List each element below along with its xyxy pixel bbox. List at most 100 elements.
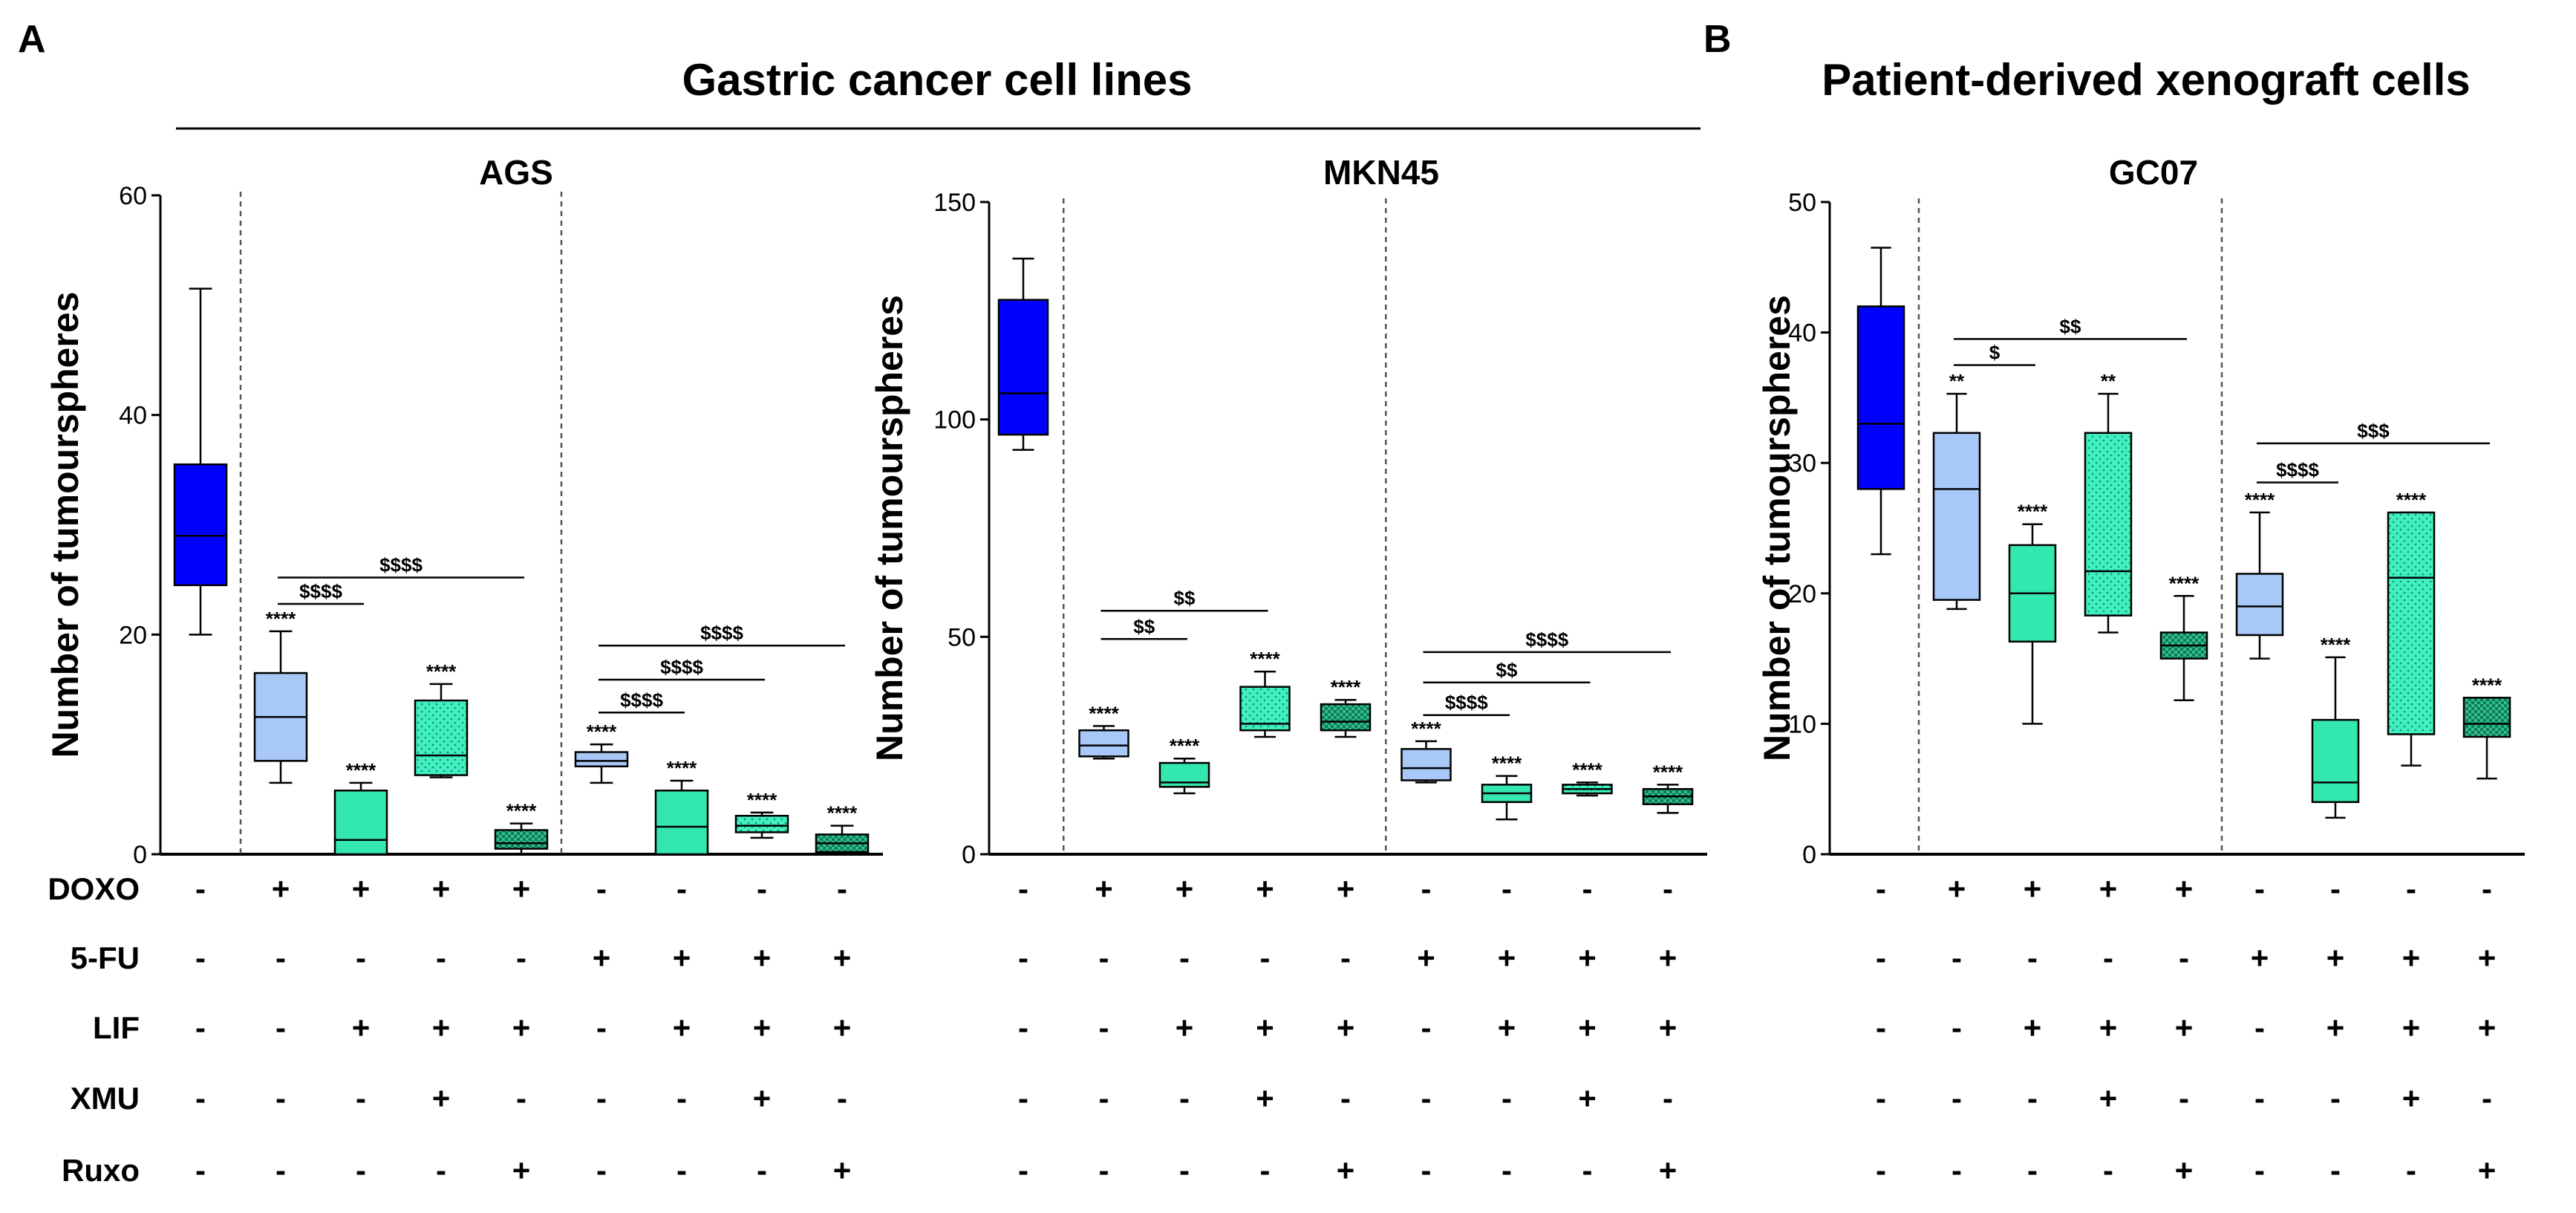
condition-symbol: - <box>356 1153 366 1188</box>
significance-stars: **** <box>747 789 777 811</box>
comparison-label: $$$$ <box>2276 459 2319 481</box>
condition-symbol: + <box>432 1010 451 1045</box>
significance-stars: **** <box>2169 572 2200 594</box>
y-tick-label: 60 <box>119 182 147 210</box>
significance-stars: **** <box>2396 489 2427 511</box>
condition-symbol: - <box>436 1153 446 1188</box>
box-body <box>1856 305 1905 490</box>
y-axis-label: Number of tumourspheres <box>45 292 86 758</box>
box-3: **** <box>1158 735 1210 795</box>
condition-symbol: - <box>596 1081 607 1116</box>
condition-symbol: + <box>1337 1153 1355 1188</box>
box-2: ** <box>1932 370 1981 611</box>
condition-symbol: + <box>1417 940 1435 975</box>
significance-stars: **** <box>1250 648 1280 670</box>
condition-symbol: - <box>1018 1153 1028 1188</box>
y-tick-label: 0 <box>133 841 147 869</box>
chart-title: AGS <box>479 153 553 192</box>
box-9: **** <box>2462 674 2511 780</box>
box-body <box>173 463 228 587</box>
box-1 <box>997 257 1049 451</box>
condition-symbol: - <box>596 1010 607 1045</box>
condition-symbol: + <box>2099 1010 2118 1045</box>
condition-symbol: + <box>2402 1010 2421 1045</box>
significance-stars: **** <box>1572 758 1602 781</box>
condition-symbol: - <box>275 1010 286 1045</box>
condition-symbol: + <box>2478 940 2497 975</box>
condition-symbol: + <box>673 940 691 975</box>
condition-symbol: - <box>676 1081 687 1116</box>
significance-stars: **** <box>1089 702 1119 724</box>
box-4: ** <box>2084 370 2133 634</box>
condition-symbol: - <box>2103 1153 2113 1188</box>
box-body <box>734 815 789 833</box>
box-body <box>1320 703 1372 732</box>
comparison-label: $$ <box>1496 659 1518 681</box>
condition-symbol: + <box>432 1081 451 1116</box>
condition-symbol: - <box>2406 871 2416 906</box>
condition-symbol: + <box>833 940 852 975</box>
condition-symbol: + <box>2099 1081 2118 1116</box>
condition-symbol: - <box>2027 940 2038 975</box>
significance-stars: **** <box>506 800 537 822</box>
condition-symbol: - <box>275 940 286 975</box>
condition-row-label: LIF <box>93 1010 140 1045</box>
condition-symbol: + <box>2175 1010 2194 1045</box>
y-tick-label: 0 <box>1802 841 1816 869</box>
condition-symbol: - <box>1421 1010 1432 1045</box>
y-axis-label: Number of tumourspheres <box>1756 295 1798 761</box>
condition-symbol: - <box>2330 1081 2341 1116</box>
condition-symbol: - <box>1260 1153 1271 1188</box>
box-body <box>414 699 469 776</box>
condition-symbol: - <box>1179 940 1190 975</box>
condition-symbol: + <box>512 1010 531 1045</box>
condition-symbol: + <box>1256 1081 1274 1116</box>
condition-symbol: - <box>2254 1153 2265 1188</box>
significance-stars: ** <box>1949 370 1965 392</box>
condition-symbol: - <box>356 940 366 975</box>
condition-symbol: - <box>275 1153 286 1188</box>
condition-symbol: - <box>2330 871 2341 906</box>
condition-symbol: + <box>2478 1153 2497 1188</box>
condition-symbol: - <box>1179 1081 1190 1116</box>
comparison-label: $$ <box>1133 615 1155 637</box>
condition-symbol: + <box>2175 1153 2194 1188</box>
box-body <box>494 829 549 850</box>
condition-symbol: - <box>1421 871 1432 906</box>
condition-symbol: - <box>1099 1153 1109 1188</box>
condition-symbol: + <box>1659 940 1677 975</box>
y-tick-label: 30 <box>1788 449 1816 478</box>
chart-title: MKN45 <box>1323 153 1439 192</box>
y-tick-label: 40 <box>119 402 147 430</box>
condition-symbol: - <box>2103 940 2113 975</box>
comparison-label: $$ <box>2060 315 2081 337</box>
condition-symbol: - <box>195 1153 206 1188</box>
condition-symbol: - <box>1951 1010 1962 1045</box>
condition-symbol: + <box>593 940 611 975</box>
condition-symbol: - <box>1018 871 1028 906</box>
significance-stars: ** <box>2101 370 2116 392</box>
condition-symbol: + <box>2024 871 2042 906</box>
condition-symbol: - <box>2482 871 2492 906</box>
condition-symbol: - <box>676 1153 687 1188</box>
panel-b-title: Patient-derived xenograft cells <box>1822 55 2471 105</box>
condition-symbol: + <box>352 871 371 906</box>
condition-symbol: - <box>1099 1081 1109 1116</box>
condition-symbol: + <box>1256 871 1274 906</box>
condition-symbol: - <box>1663 871 1673 906</box>
condition-symbol: + <box>2175 871 2194 906</box>
condition-symbol: - <box>1663 1081 1673 1116</box>
comparison-label: $$$$ <box>299 580 342 602</box>
condition-symbol: - <box>1018 1081 1028 1116</box>
chart-gc07: GC07 Number of tumourspheres 0 10 20 30 40 50 **… <box>1756 153 2525 869</box>
condition-symbol: - <box>2254 1010 2265 1045</box>
condition-symbol: - <box>1099 940 1109 975</box>
box-7: **** <box>654 757 709 856</box>
condition-symbol: + <box>2099 871 2118 906</box>
condition-symbol: - <box>1876 1153 1886 1188</box>
significance-stars: **** <box>2472 674 2502 696</box>
condition-symbol: + <box>1498 1010 1516 1045</box>
box-3: **** <box>2008 501 2057 725</box>
comparison-label: $$$$ <box>660 656 703 678</box>
